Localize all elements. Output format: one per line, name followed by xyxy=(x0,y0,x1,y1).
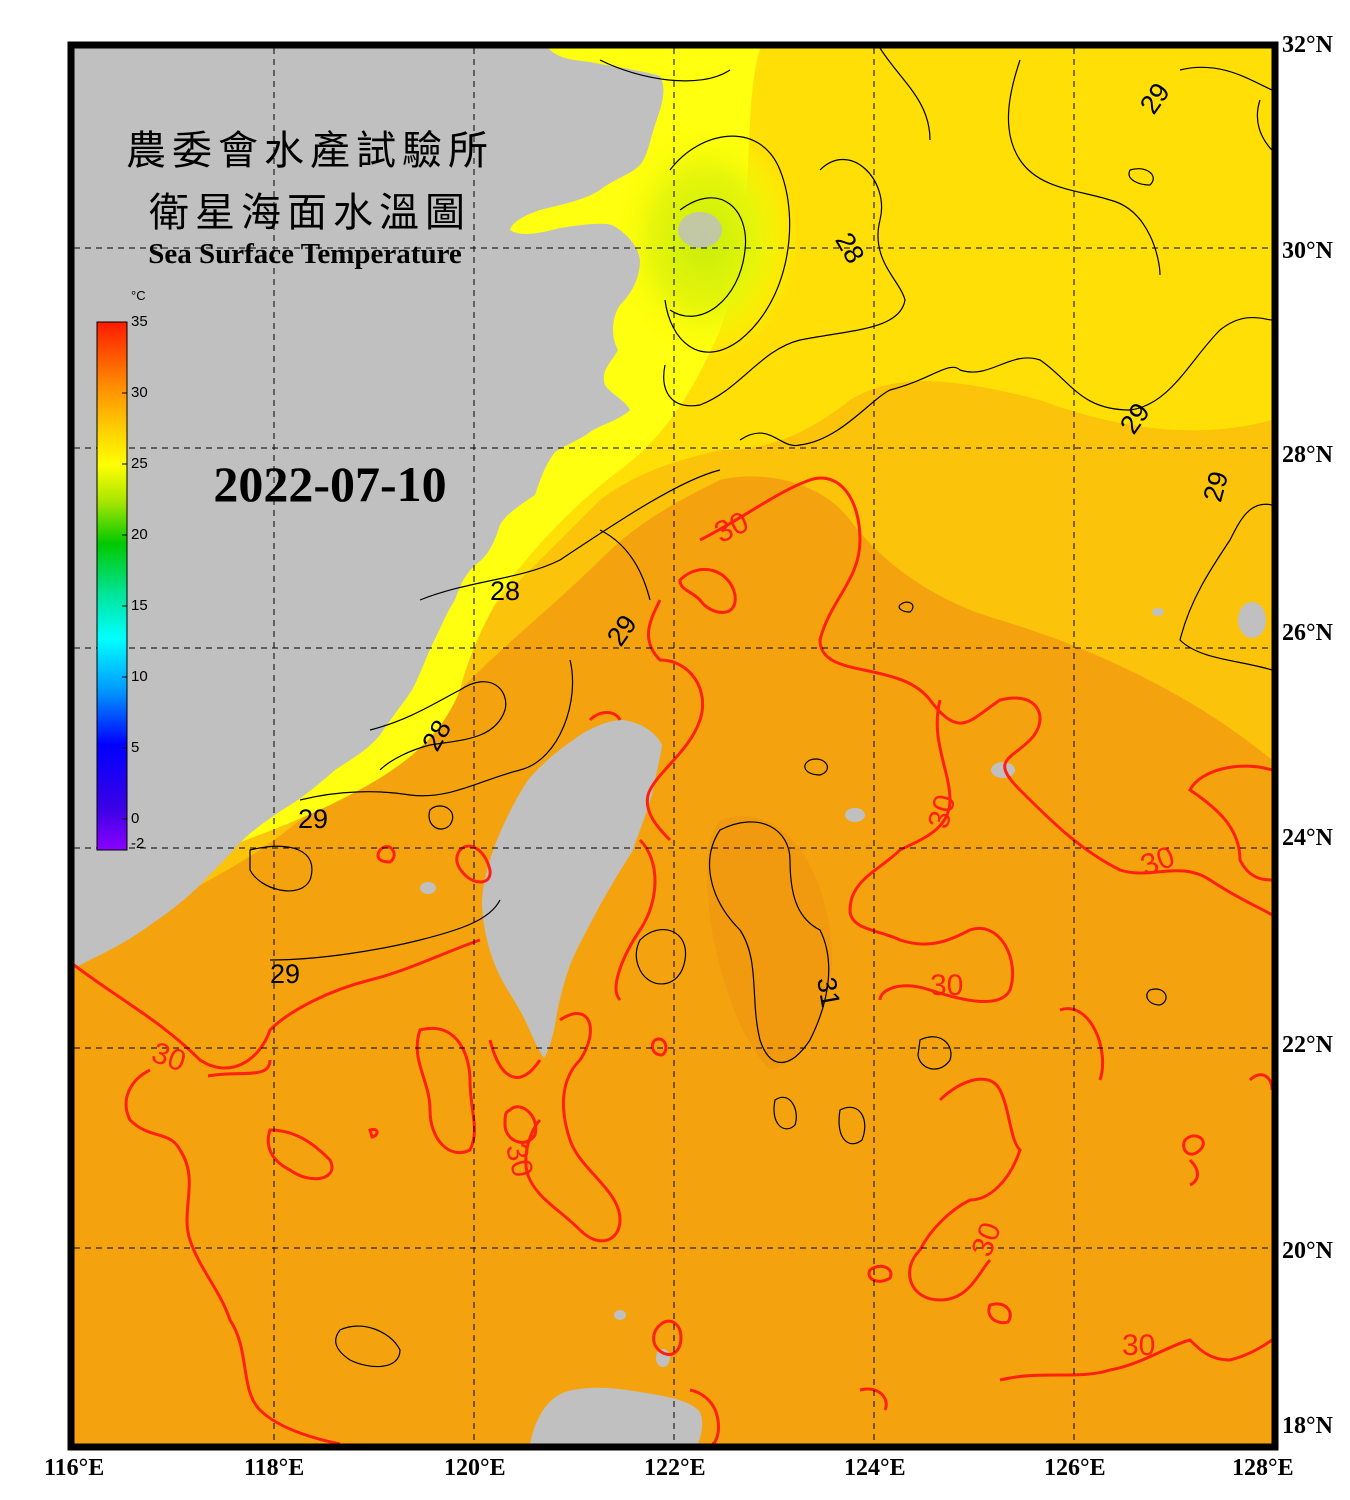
island-f xyxy=(678,212,722,248)
label-28-b: 28 xyxy=(490,576,520,606)
lat-label-20n: 20°N xyxy=(1282,1238,1333,1264)
island-b xyxy=(1238,602,1266,638)
lon-label-128e: 128°E xyxy=(1232,1455,1294,1481)
colorbar-label-15: 15 xyxy=(131,597,148,614)
colorbar-label-5: 5 xyxy=(131,739,140,756)
colorbar-label-35: 35 xyxy=(131,313,148,330)
sea-hot-patch xyxy=(707,816,832,1070)
contours-30 xyxy=(74,476,1272,1444)
label-30-h: 30 xyxy=(1122,1329,1155,1362)
island-a xyxy=(845,808,865,822)
lon-label-122e: 122°E xyxy=(644,1455,706,1481)
colorbar-label-25: 25 xyxy=(131,455,148,472)
map-frame xyxy=(67,41,1279,1451)
lon-label-120e: 120°E xyxy=(444,1455,506,1481)
island-c xyxy=(1152,608,1164,616)
contours-black xyxy=(249,48,1272,1368)
lat-label-32n: 32°N xyxy=(1282,32,1333,58)
lat-label-30n: 30°N xyxy=(1282,238,1333,264)
lat-label-18n: 18°N xyxy=(1282,1413,1333,1439)
label-29-e: 29 xyxy=(298,804,328,834)
island-e xyxy=(614,1310,626,1320)
colorbar-label-30: 30 xyxy=(131,384,148,401)
colorbar-ticks xyxy=(122,321,127,820)
lon-label-124e: 124°E xyxy=(844,1455,906,1481)
colorbar xyxy=(96,321,128,851)
title-chinese-line1: 農委會水產試驗所 xyxy=(126,128,494,174)
colorbar-label-0: 0 xyxy=(131,810,140,827)
colorbar-label-20: 20 xyxy=(131,526,148,543)
label-30-d: 30 xyxy=(930,969,963,1002)
island-okinawa xyxy=(991,762,1015,778)
label-31: 31 xyxy=(811,975,846,1010)
lat-label-26n: 26°N xyxy=(1282,620,1333,646)
lat-label-24n: 24°N xyxy=(1282,825,1333,851)
graticule xyxy=(74,48,1272,1444)
island-g xyxy=(420,882,436,894)
lat-label-28n: 28°N xyxy=(1282,442,1333,468)
title-english: Sea Surface Temperature xyxy=(148,238,462,270)
colorbar-unit: °C xyxy=(131,288,146,303)
label-29-f: 29 xyxy=(270,959,300,989)
land-mainland-china xyxy=(74,48,664,968)
lon-label-126e: 126°E xyxy=(1044,1455,1106,1481)
title-chinese-line2: 衛星海面水溫圖 xyxy=(149,190,471,236)
colorbar-label-minus2: -2 xyxy=(131,835,145,852)
land-luzon xyxy=(530,1387,703,1444)
colorbar-label-10: 10 xyxy=(131,668,148,685)
lon-label-118e: 118°E xyxy=(244,1455,305,1481)
date-label: 2022-07-10 xyxy=(213,456,447,512)
lat-label-22n: 22°N xyxy=(1282,1032,1333,1058)
lon-label-116e: 116°E xyxy=(44,1455,105,1481)
land-taiwan xyxy=(482,720,662,1058)
